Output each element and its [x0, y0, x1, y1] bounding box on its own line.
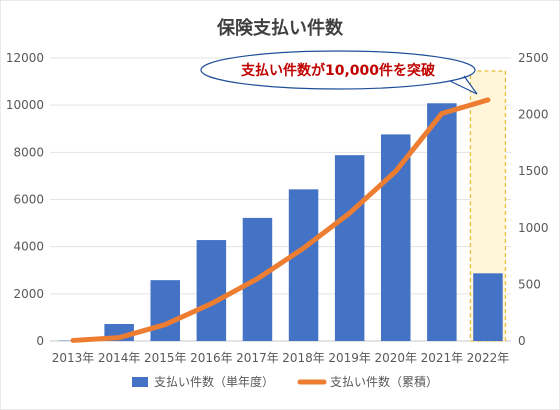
bar: [196, 240, 227, 341]
line-point: [393, 169, 398, 174]
cumulative-line: [70, 97, 491, 343]
annotation-text: 支払い件数が10,000件を突破: [240, 62, 435, 79]
left-axis-tick-label: 10000: [6, 98, 44, 112]
x-axis-tick-label: 2016年: [190, 351, 233, 365]
legend: 支払い件数（単年度） 支払い件数（累積）: [132, 374, 438, 389]
right-axis-tick-label: 1500: [518, 164, 549, 178]
legend-label: 支払い件数（単年度）: [154, 374, 274, 389]
bar: [150, 280, 181, 341]
x-axis-tick-label: 2019年: [328, 351, 371, 365]
bar: [473, 273, 503, 341]
left-axis-tick-label: 2000: [13, 287, 44, 301]
left-axis-tick-label: 8000: [13, 145, 44, 159]
x-axis-tick-label: 2017年: [236, 351, 279, 365]
right-axis-tick-label: 2500: [518, 51, 549, 65]
annotation-callout: [200, 50, 478, 95]
legend-label: 支払い件数（累積）: [330, 374, 438, 389]
left-axis-tick-label: 4000: [13, 240, 44, 254]
right-axis-tick-label: 1000: [518, 221, 549, 235]
x-axis-tick-label: 2015年: [144, 351, 187, 365]
line-point: [163, 322, 168, 327]
bar-layer: [58, 103, 503, 341]
right-axis-tick-label: 2000: [518, 108, 549, 122]
right-axis-tick-label: 500: [518, 277, 541, 291]
left-axis-tick-label: 0: [36, 334, 44, 348]
line-point: [347, 210, 352, 216]
annotation-group: 支払い件数が10,000件を突破: [200, 50, 478, 95]
legend-swatch-bar: [132, 377, 148, 387]
line-point: [255, 276, 260, 281]
line-point: [439, 111, 445, 116]
x-axis-tick-label: 2021年: [421, 351, 464, 365]
chart-title: 保険支払い件数: [216, 17, 344, 39]
line-point: [116, 335, 122, 340]
right-axis-tick-label: 0: [518, 334, 526, 348]
line-point: [70, 338, 76, 343]
x-axis-tick-label: 2020年: [374, 351, 417, 365]
x-axis-tick-label: 2013年: [52, 351, 95, 365]
bar: [288, 189, 319, 341]
bar: [427, 103, 457, 341]
x-axis-tick-label: 2022年: [467, 351, 510, 365]
x-axis-tick-label: 2018年: [282, 351, 325, 365]
left-axis-tick-label: 12000: [6, 51, 44, 65]
left-axis-tick-label: 6000: [13, 193, 44, 207]
line-point: [209, 301, 214, 306]
line-point: [485, 97, 491, 103]
axis-layer: 0 2000 4000 6000 8000 10000 12000 0 500 1000 1500 2…: [6, 51, 549, 365]
bar: [380, 134, 411, 341]
line-layer: [70, 97, 491, 343]
x-axis-tick-label: 2014年: [98, 351, 141, 365]
line-point: [301, 245, 306, 251]
bar: [334, 155, 365, 341]
